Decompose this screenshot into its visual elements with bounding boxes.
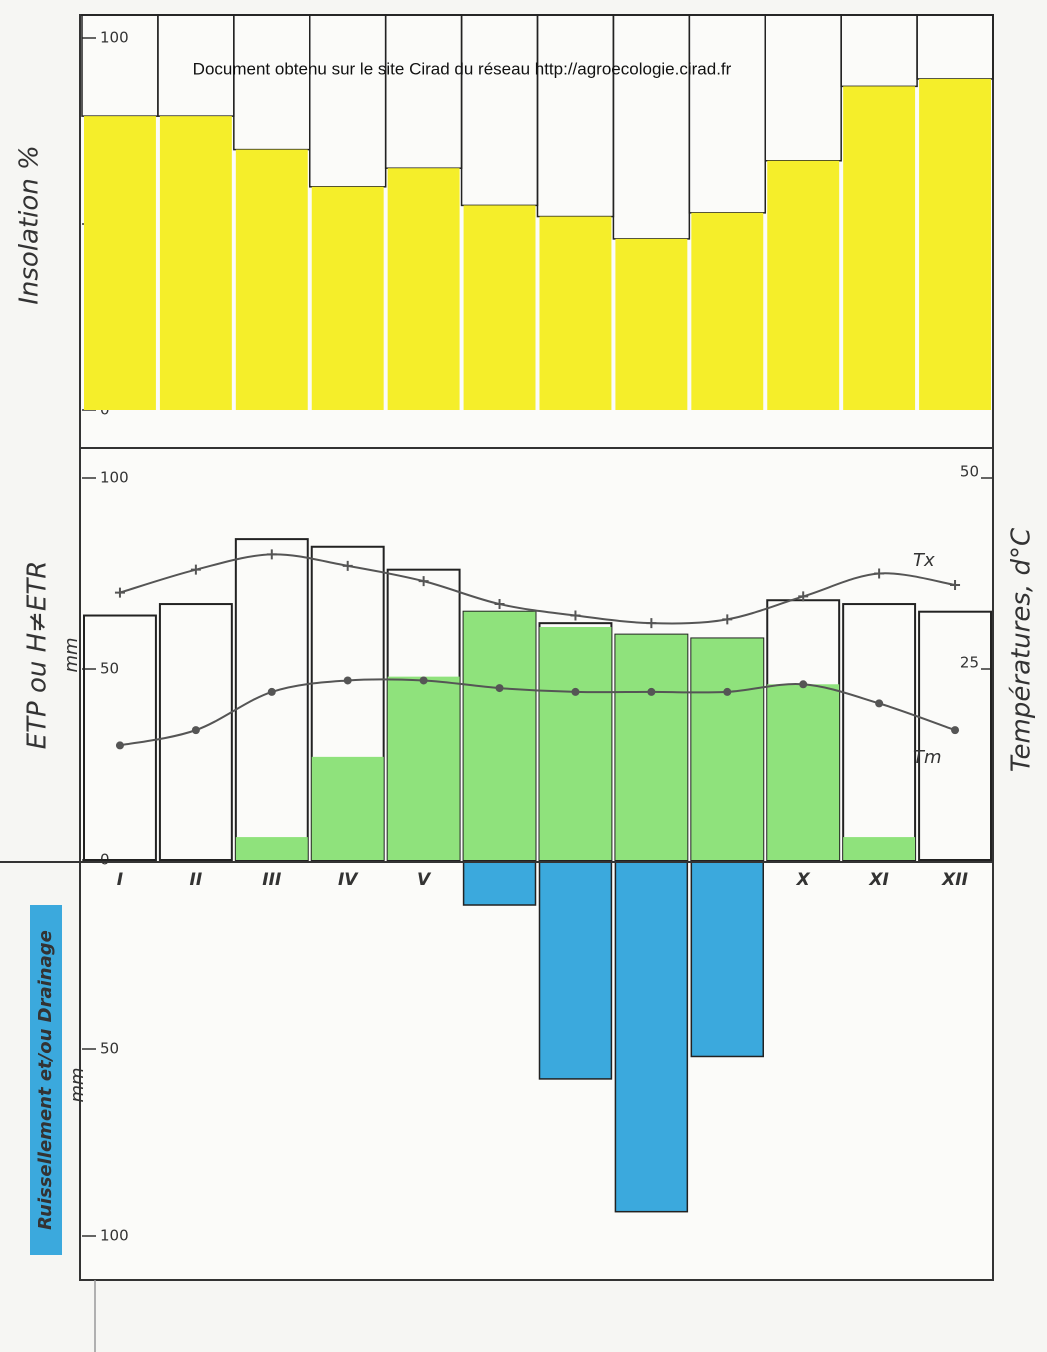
point-marker xyxy=(799,680,807,688)
y-axis-title: Insolation % xyxy=(15,145,45,305)
bar xyxy=(691,862,763,1056)
x-tick-label: III xyxy=(262,870,281,890)
bar xyxy=(691,638,763,860)
bar xyxy=(843,837,915,860)
bar xyxy=(540,217,612,410)
y-tick-label: 100 xyxy=(100,469,129,487)
bar xyxy=(312,187,384,410)
y-axis-title: Ruissellement et/ou Drainage xyxy=(35,930,56,1230)
y-tick-label: 100 xyxy=(100,1227,129,1245)
bar xyxy=(919,79,991,410)
point-marker xyxy=(192,726,200,734)
y-axis-unit: mm xyxy=(67,1067,88,1102)
y2-tick-label: 25 xyxy=(960,654,979,672)
bar xyxy=(160,116,232,410)
bar xyxy=(464,862,536,905)
point-marker xyxy=(116,741,124,749)
x-tick-label: IV xyxy=(338,870,359,890)
bar xyxy=(691,213,763,410)
point-marker xyxy=(875,699,883,707)
point-marker xyxy=(571,688,579,696)
y2-axis-title: Températures, d°C xyxy=(1007,527,1037,772)
bar xyxy=(540,627,612,860)
point-marker xyxy=(344,676,352,684)
point-marker xyxy=(268,688,276,696)
point-marker xyxy=(951,726,959,734)
bar xyxy=(84,116,156,410)
chart-page: 0501000501002550IIIIIIIVVVIVIIVIIIIXXXIX… xyxy=(0,0,1047,1352)
bar xyxy=(843,86,915,410)
bar xyxy=(767,161,839,410)
point-marker xyxy=(723,688,731,696)
point-marker xyxy=(420,676,428,684)
bar xyxy=(236,837,308,860)
bar xyxy=(615,635,687,860)
series-label: Tx xyxy=(913,550,935,571)
x-tick-label: II xyxy=(190,870,203,890)
y-tick-label: 50 xyxy=(100,660,119,678)
bar xyxy=(464,612,536,860)
y-axis-title: ETP ou H≠ETR xyxy=(23,561,53,750)
y-tick-label: 100 xyxy=(100,29,129,47)
x-tick-label: X xyxy=(796,870,811,890)
x-tick-label: I xyxy=(117,870,123,890)
y-axis-unit: mm xyxy=(61,637,82,672)
bar xyxy=(236,150,308,410)
bar xyxy=(540,862,612,1079)
series-label: Tm xyxy=(913,747,942,768)
bar xyxy=(615,862,687,1212)
point-marker xyxy=(496,684,504,692)
bar xyxy=(388,677,460,860)
watermark: Document obtenu sur le site Cirad du rés… xyxy=(193,59,732,78)
point-marker xyxy=(647,688,655,696)
bar xyxy=(767,684,839,860)
bar xyxy=(312,757,384,860)
y-tick-label: 50 xyxy=(100,1040,119,1058)
y2-tick-label: 50 xyxy=(960,463,979,481)
x-tick-label: XI xyxy=(868,870,888,890)
bar xyxy=(464,205,536,410)
x-tick-label: V xyxy=(417,870,432,890)
bar xyxy=(388,168,460,410)
x-tick-label: XII xyxy=(941,870,968,890)
bar xyxy=(615,239,687,410)
